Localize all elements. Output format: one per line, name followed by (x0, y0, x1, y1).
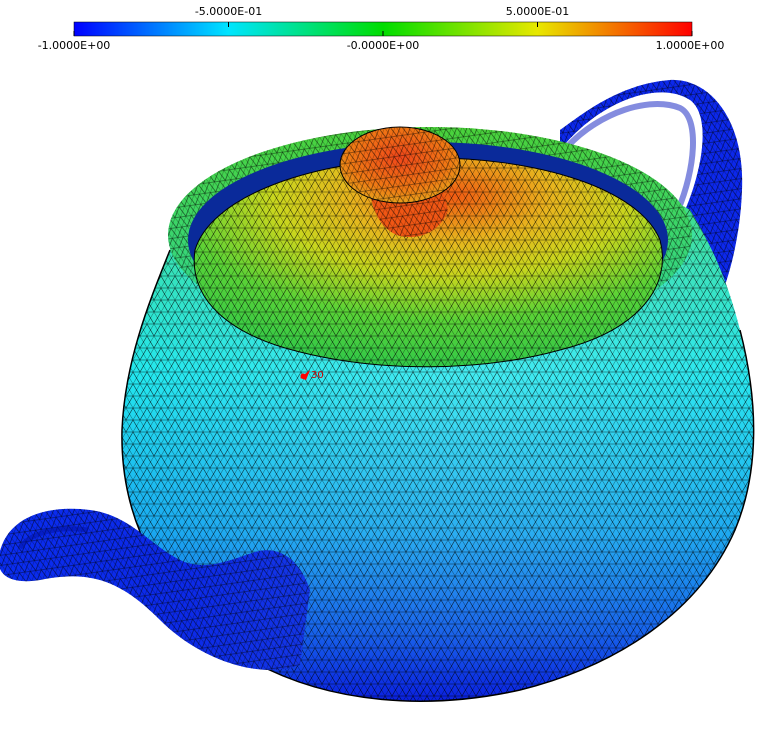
colorbar-label-bottom: -0.0000E+00 (347, 39, 420, 52)
colorbar-label-top: -5.0000E-01 (195, 5, 262, 18)
teapot-spout (0, 508, 310, 670)
colorbar-ticks (73, 22, 693, 36)
teapot-lid (193, 157, 663, 368)
probe-label: 30 (311, 370, 324, 381)
probe-marker[interactable]: 30 (300, 370, 324, 381)
colorbar-label-bottom: 1.0000E+00 (656, 39, 725, 52)
teapot-mesh[interactable]: 30 (0, 79, 755, 702)
colorbar-label-top: 5.0000E-01 (506, 5, 569, 18)
colorbar-label-bottom: -1.0000E+00 (38, 39, 111, 52)
colorbar-labels: -5.0000E-01 5.0000E-01 -1.0000E+00 -0.0000E… (38, 5, 725, 52)
colorbar-legend: -5.0000E-01 5.0000E-01 -1.0000E+00 -0.0000E… (38, 5, 725, 52)
teapot-knob (339, 126, 461, 237)
